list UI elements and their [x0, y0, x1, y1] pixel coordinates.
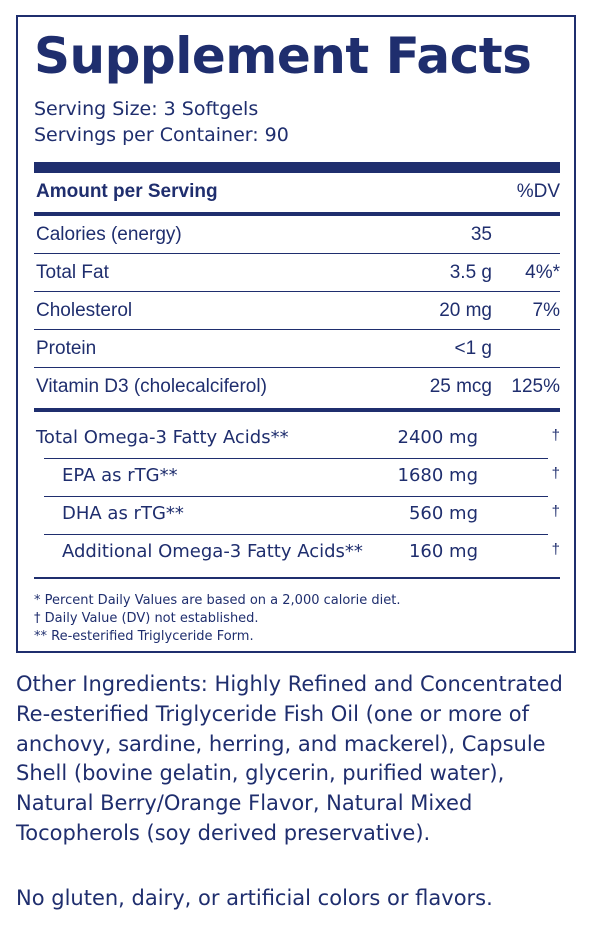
nutrient-dv: 125%: [511, 376, 560, 397]
nutrient-name: Protein: [36, 338, 97, 359]
omega-amount: 560 mg: [408, 503, 478, 524]
row-divider: [34, 329, 560, 330]
nutrient-row: Protein <1 g: [34, 330, 560, 368]
omega-row: EPA as rTG** 1680 mg †: [34, 457, 560, 495]
nutrient-dv: 4%*: [525, 262, 560, 283]
nutrient-name: Cholesterol: [36, 300, 133, 321]
omega-dv: †: [551, 503, 560, 520]
nutrient-dv: 7%: [532, 300, 560, 321]
nutrient-name: Total Fat: [36, 262, 109, 283]
omega-row: Total Omega-3 Fatty Acids** 2400 mg †: [34, 419, 560, 457]
serving-size: Serving Size: 3 Softgels: [34, 98, 259, 120]
row-divider: [34, 291, 560, 292]
omega-amount: 1680 mg: [397, 465, 479, 486]
omega-name: Total Omega-3 Fatty Acids**: [36, 427, 289, 448]
nutrient-row: Cholesterol 20 mg 7%: [34, 292, 560, 330]
supplement-facts-panel: Supplement Facts Serving Size: 3 Softgel…: [16, 15, 576, 653]
omega-row: Additional Omega-3 Fatty Acids** 160 mg …: [34, 533, 560, 571]
dv-header: %DV: [516, 181, 560, 202]
omega-name: DHA as rTG**: [62, 503, 184, 524]
row-divider: [44, 496, 548, 497]
footnote: † Daily Value (DV) not established.: [34, 611, 259, 626]
nutrient-amount: 3.5 g: [449, 262, 492, 283]
servings-per-container: Servings per Container: 90: [34, 124, 289, 146]
header-row: Amount per Serving %DV: [34, 173, 560, 211]
omega-row: DHA as rTG** 560 mg †: [34, 495, 560, 533]
omega-name: Additional Omega-3 Fatty Acids**: [62, 541, 363, 562]
row-divider: [34, 253, 560, 254]
row-divider: [44, 534, 548, 535]
omega-amount: 160 mg: [408, 541, 478, 562]
omega-name: EPA as rTG**: [62, 465, 178, 486]
footnote-divider: [34, 577, 560, 579]
omega-dv: †: [551, 541, 560, 558]
allergen-statement: No gluten, dairy, or artificial colors o…: [16, 886, 493, 910]
nutrient-amount: 20 mg: [439, 300, 492, 321]
row-divider: [44, 458, 548, 459]
nutrient-name: Vitamin D3 (cholecalciferol): [36, 376, 267, 397]
header-divider: [34, 212, 560, 216]
nutrient-amount: 25 mcg: [429, 376, 492, 397]
panel-title: Supplement Facts: [34, 27, 532, 85]
omega-dv: †: [551, 465, 560, 482]
nutrient-row: Calories (energy) 35: [34, 216, 560, 254]
thick-divider: [34, 162, 560, 173]
footnote: ** Re-esterified Triglyceride Form.: [34, 629, 254, 644]
omega-dv: †: [551, 427, 560, 444]
amount-per-serving-header: Amount per Serving: [36, 181, 218, 202]
nutrient-amount: <1 g: [454, 338, 492, 359]
other-ingredients: Other Ingredients: Highly Refined and Co…: [16, 672, 563, 845]
footnote: * Percent Daily Values are based on a 2,…: [34, 593, 401, 608]
row-divider: [34, 367, 560, 368]
nutrient-amount: 35: [470, 224, 492, 245]
omega-amount: 2400 mg: [397, 427, 479, 448]
nutrient-row: Total Fat 3.5 g 4%*: [34, 254, 560, 292]
section-divider: [34, 408, 560, 412]
nutrient-row: Vitamin D3 (cholecalciferol) 25 mcg 125%: [34, 368, 560, 406]
nutrient-name: Calories (energy): [36, 224, 182, 245]
